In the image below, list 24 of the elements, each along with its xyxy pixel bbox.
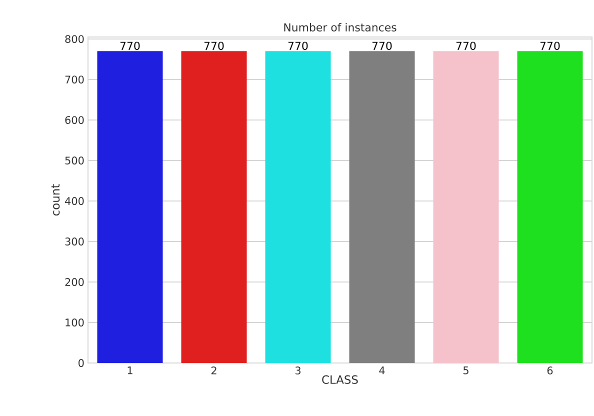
data-label: 770	[456, 42, 476, 50]
data-label: 770	[120, 42, 140, 50]
x-tick-label: 3	[295, 366, 300, 374]
x-tick-label: 1	[128, 366, 132, 374]
x-tick-label: 5	[463, 366, 468, 374]
y-tick-label: 400	[65, 197, 84, 205]
data-label: 770	[204, 42, 224, 50]
y-tick-label: 300	[65, 238, 84, 246]
y-tick-label: 800	[65, 35, 84, 43]
y-tick-label: 500	[65, 156, 84, 164]
y-tick-label: 700	[65, 76, 84, 84]
data-label: 770	[372, 42, 392, 50]
y-tick-label: 600	[65, 116, 84, 124]
y-tick-label: 0	[78, 359, 84, 367]
data-label: 770	[288, 42, 308, 50]
x-tick-label: 4	[379, 366, 385, 374]
x-tick-label: 6	[547, 366, 553, 374]
chart-title: Number of instances	[284, 23, 396, 32]
x-tick-label: 2	[211, 366, 216, 374]
y-tick-label: 200	[65, 278, 84, 286]
x-axis-title: CLASS	[322, 375, 358, 384]
y-tick-label: 100	[66, 318, 84, 326]
data-label: 770	[540, 42, 560, 50]
y-axis-title: count	[51, 184, 60, 216]
